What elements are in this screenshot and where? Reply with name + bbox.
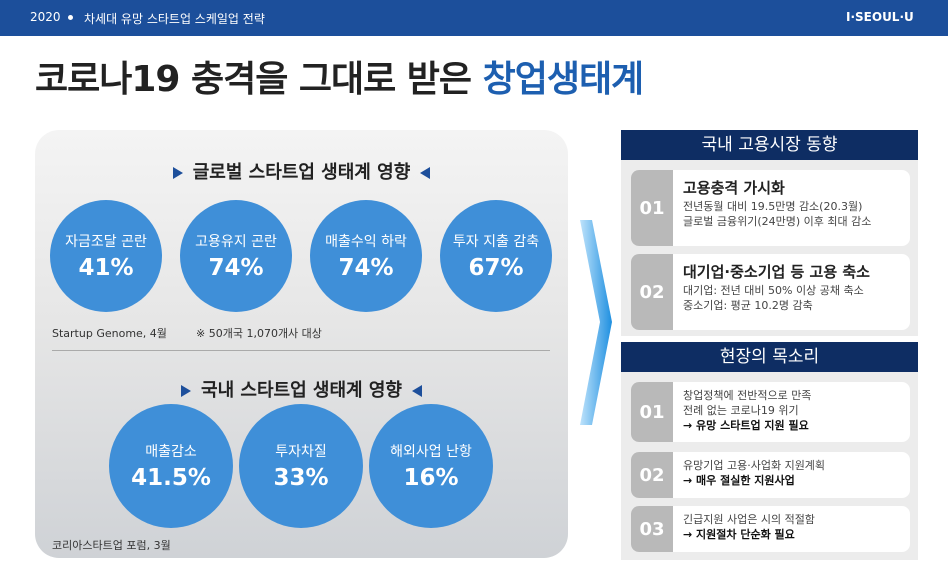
item-number: 01 xyxy=(631,382,673,442)
item-content: 유망기업 고용·사업화 지원계획 → 매우 절실한 지원사업 xyxy=(683,458,906,488)
title-main: 코로나19 충격을 그대로 받은 xyxy=(35,59,472,100)
heading-text: 국내 스타트업 생태계 영향 xyxy=(201,380,402,401)
top-bar xyxy=(0,0,948,36)
item-number: 01 xyxy=(631,170,673,246)
year: 2020 xyxy=(30,10,61,24)
stat-value: 74% xyxy=(208,255,264,281)
item-emphasis: → 지원절차 단순화 필요 xyxy=(683,528,795,541)
stat-label: 해외사업 난항 xyxy=(390,444,472,460)
item-line: 유망기업 고용·사업화 지원계획 xyxy=(683,459,826,472)
stat-value: 41% xyxy=(78,255,134,281)
item-title: 대기업·중소기업 등 고용 축소 xyxy=(683,263,870,281)
stat-label: 투자차질 xyxy=(275,444,327,460)
item-line: 전년동월 대비 19.5만명 감소(20.3월) xyxy=(683,200,863,213)
subtitle: 차세대 유망 스타트업 스케일업 전략 xyxy=(84,12,265,26)
item-line: 창업정책에 전반적으로 만족 xyxy=(683,389,812,402)
bullet xyxy=(68,15,73,20)
item-card: 03 긴급지원 사업은 시의 적절함 → 지원절차 단순화 필요 xyxy=(631,506,910,552)
separator xyxy=(52,350,550,351)
stat-value: 74% xyxy=(338,255,394,281)
item-emphasis: → 매우 절실한 지원사업 xyxy=(683,474,795,487)
stat-value: 33% xyxy=(273,465,329,491)
item-card: 02 유망기업 고용·사업화 지원계획 → 매우 절실한 지원사업 xyxy=(631,452,910,498)
stat-label: 매출감소 xyxy=(145,444,197,460)
stat-label: 고용유지 곤란 xyxy=(195,234,277,250)
item-line: 대기업: 전년 대비 50% 이상 공채 축소 xyxy=(683,284,864,297)
stat-circle: 투자차질 33% xyxy=(239,404,363,528)
stat-circle: 해외사업 난항 16% xyxy=(369,404,493,528)
stat-label: 투자 지출 감축 xyxy=(452,234,540,250)
stat-value: 41.5% xyxy=(131,465,211,491)
item-line: 중소기업: 평균 10.2명 감축 xyxy=(683,299,813,312)
stat-circle: 자금조달 곤란 41% xyxy=(50,200,162,312)
source: Startup Genome, 4월 xyxy=(52,327,167,340)
stat-value: 67% xyxy=(468,255,524,281)
item-line: 전례 없는 코로나19 위기 xyxy=(683,404,799,417)
stat-circle: 매출감소 41.5% xyxy=(109,404,233,528)
item-card: 02 대기업·중소기업 등 고용 축소 대기업: 전년 대비 50% 이상 공채 축… xyxy=(631,254,910,330)
note: ※ 50개국 1,070개사 대상 xyxy=(196,327,322,340)
stat-value: 16% xyxy=(403,465,459,491)
stat-label: 매출수익 하락 xyxy=(325,234,407,250)
section-heading: 국내 스타트업 생태계 영향 xyxy=(35,376,568,402)
heading-text: 글로벌 스타트업 생태계 영향 xyxy=(192,162,411,183)
source: 코리아스타트업 포럼, 3월 xyxy=(52,539,171,552)
item-number: 02 xyxy=(631,254,673,330)
title-highlight: 창업생태계 xyxy=(482,59,645,100)
item-content: 긴급지원 사업은 시의 적절함 → 지원절차 단순화 필요 xyxy=(683,512,906,542)
stat-circle: 투자 지출 감축 67% xyxy=(440,200,552,312)
section-header: 현장의 목소리 xyxy=(621,342,918,372)
item-line: 긴급지원 사업은 시의 적절함 xyxy=(683,513,815,526)
section-heading: 글로벌 스타트업 생태계 영향 xyxy=(35,158,568,184)
logo: I·SEOUL·U xyxy=(846,10,914,24)
item-title: 고용충격 가시화 xyxy=(683,179,785,197)
item-emphasis: → 유망 스타트업 지원 필요 xyxy=(683,419,809,432)
item-number: 02 xyxy=(631,452,673,498)
stat-circle: 고용유지 곤란 74% xyxy=(180,200,292,312)
stat-label: 자금조달 곤란 xyxy=(65,234,147,250)
section-header: 국내 고용시장 동향 xyxy=(621,130,918,160)
item-number: 03 xyxy=(631,506,673,552)
arrow xyxy=(580,220,612,425)
title: 코로나19 충격을 그대로 받은 창업생태계 xyxy=(35,50,645,102)
item-line: 글로벌 금융위기(24만명) 이후 최대 감소 xyxy=(683,215,872,228)
stat-circle: 매출수익 하락 74% xyxy=(310,200,422,312)
